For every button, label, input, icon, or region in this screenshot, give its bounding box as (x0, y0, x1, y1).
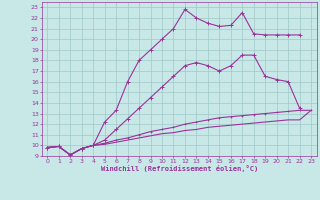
X-axis label: Windchill (Refroidissement éolien,°C): Windchill (Refroidissement éolien,°C) (100, 165, 258, 172)
